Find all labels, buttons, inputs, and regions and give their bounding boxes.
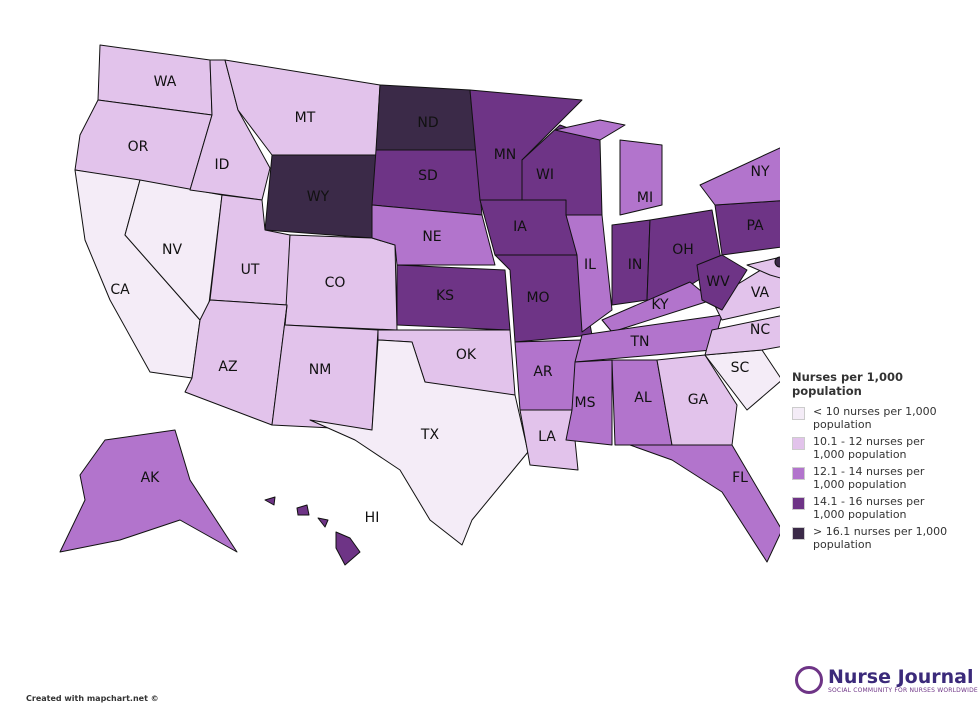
state-label: IN: [628, 257, 643, 273]
state: [704, 315, 780, 356]
state-label: MI: [637, 190, 653, 206]
legend-swatch: [792, 437, 805, 450]
state-label: AK: [141, 470, 161, 486]
state-label: WI: [536, 167, 554, 183]
state: [629, 444, 780, 563]
state-label: MT: [295, 110, 316, 126]
state-label: NV: [162, 242, 182, 258]
legend-label: < 10 nurses per 1,000 population: [813, 405, 937, 431]
state: [746, 256, 780, 279]
state: [59, 429, 238, 553]
legend-item: 12.1 - 14 nurses per 1,000 population: [792, 465, 967, 491]
state-label: TN: [629, 334, 649, 350]
legend-item: 10.1 - 12 nurses per 1,000 population: [792, 435, 967, 461]
state-label: IA: [513, 219, 527, 235]
state-label: WY: [307, 189, 330, 205]
state-label: ND: [417, 115, 438, 131]
legend-item: > 16.1 nurses per 1,000 population: [792, 525, 967, 551]
state-label: AL: [634, 390, 652, 406]
logo: Nurse Journal SOCIAL COMMUNITY FOR NURSE…: [795, 666, 978, 694]
state-label: ID: [215, 157, 230, 173]
state: [335, 531, 361, 566]
legend-swatch: [792, 497, 805, 510]
state-label: SD: [418, 168, 438, 184]
logo-name: Nurse Journal: [828, 665, 974, 688]
state-label: OR: [128, 139, 149, 155]
state: [494, 254, 593, 343]
state: [479, 199, 578, 256]
state-label: NM: [309, 362, 332, 378]
state-label: MO: [526, 290, 549, 306]
state-label: KY: [651, 297, 669, 313]
state: [696, 254, 748, 311]
state-label: WA: [154, 74, 177, 90]
state-label: GA: [688, 392, 709, 408]
state: [565, 214, 613, 333]
state: [519, 409, 579, 471]
legend-swatch: [792, 527, 805, 540]
state: [296, 504, 310, 516]
state: [554, 119, 626, 141]
logo-icon: [795, 666, 823, 694]
state-label: HI: [365, 510, 380, 526]
legend: Nurses per 1,000 population < 10 nurses …: [792, 370, 967, 556]
state-label: VA: [751, 285, 770, 301]
state-label: OH: [672, 242, 694, 258]
state-label: KS: [436, 288, 454, 304]
state: [774, 256, 780, 268]
map: WA OR CA NV ID MT WY UT CO AZ NM ND SD NE KS OK TX MN IA MO…: [59, 44, 780, 566]
legend-swatch: [792, 467, 805, 480]
state: [699, 147, 780, 206]
legend-item: 14.1 - 16 nurses per 1,000 population: [792, 495, 967, 521]
legend-item: < 10 nurses per 1,000 population: [792, 405, 967, 431]
state: [264, 496, 276, 506]
state-label: IL: [584, 257, 596, 273]
state-label: AZ: [218, 359, 237, 375]
state: [565, 359, 613, 446]
state-label: FL: [732, 470, 748, 486]
state-label: OK: [456, 347, 477, 363]
legend-label: 12.1 - 14 nurses per 1,000 population: [813, 465, 925, 491]
state-label: PA: [746, 218, 764, 234]
state: [309, 339, 529, 546]
legend-label: 10.1 - 12 nurses per 1,000 population: [813, 435, 925, 461]
state-label: WV: [706, 274, 730, 290]
state-label: UT: [241, 262, 260, 278]
state-label: MN: [494, 147, 517, 163]
state-label: CA: [110, 282, 130, 298]
state-label: MS: [575, 395, 596, 411]
state-label: TX: [420, 427, 440, 443]
state: [656, 354, 738, 446]
state: [619, 139, 663, 216]
state-label: LA: [538, 429, 556, 445]
state-label: NY: [750, 164, 769, 180]
legend-label: > 16.1 nurses per 1,000 population: [813, 525, 948, 551]
legend-title: Nurses per 1,000 population: [792, 370, 904, 398]
state-label: AR: [533, 364, 553, 380]
state: [646, 209, 723, 301]
state: [317, 517, 329, 528]
legend-swatch: [792, 407, 805, 420]
legend-label: 14.1 - 16 nurses per 1,000 population: [813, 495, 925, 521]
state-label: NC: [750, 322, 770, 338]
credit: Created with mapchart.net ©: [26, 694, 159, 703]
state-label: SC: [731, 360, 750, 376]
state-label: CO: [325, 275, 346, 291]
logo-tagline: SOCIAL COMMUNITY FOR NURSES WORLDWIDE: [828, 686, 978, 694]
state: [711, 259, 780, 321]
state-label: NE: [422, 229, 441, 245]
